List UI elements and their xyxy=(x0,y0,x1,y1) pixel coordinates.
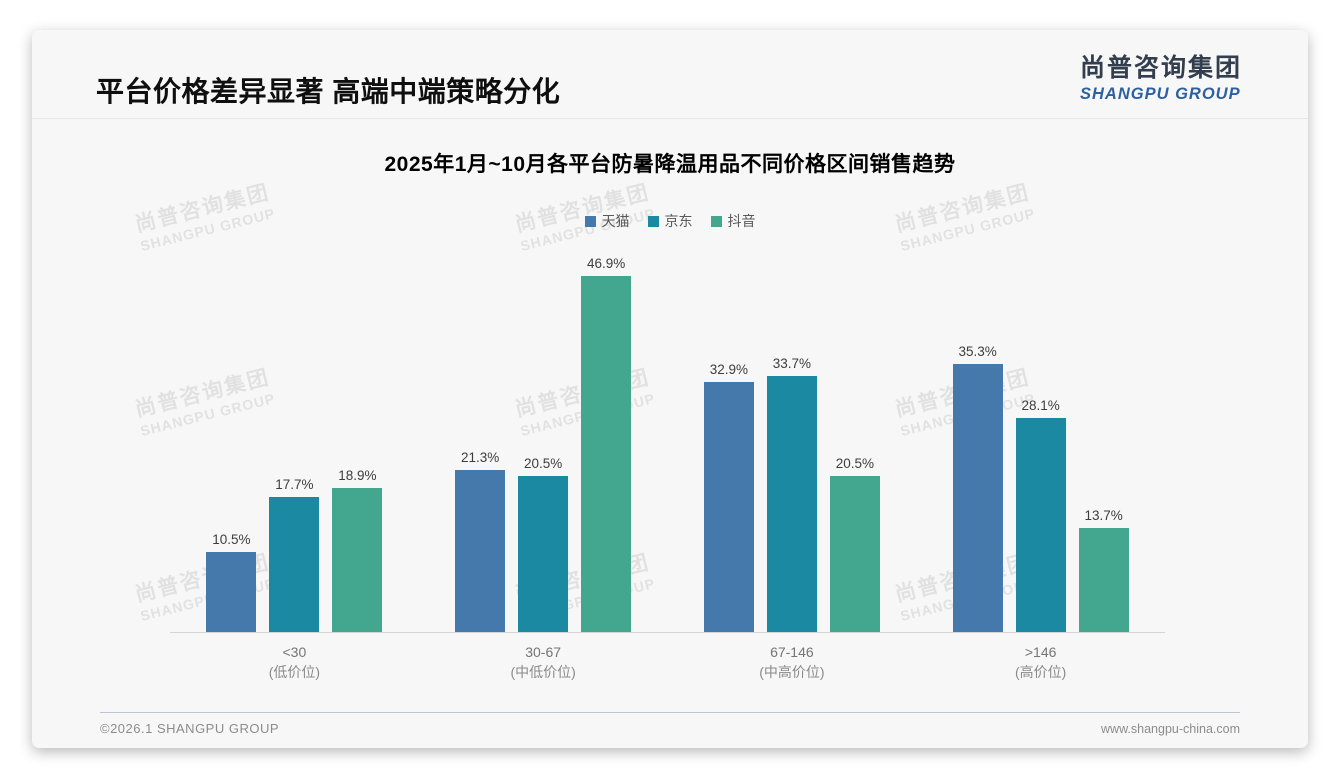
copyright-text: ©2026.1 SHANGPU GROUP xyxy=(100,721,280,736)
website-url: www.shangpu-china.com xyxy=(1101,721,1240,736)
bar-column: 18.9% xyxy=(332,468,383,632)
title-divider xyxy=(32,118,1308,119)
bar-group: 32.9% 33.7% 20.5% 67-146 (中高价位) xyxy=(703,356,880,680)
bar-column: 17.7% xyxy=(269,477,320,632)
bar-column: 21.3% xyxy=(455,450,506,632)
category-tier-label: (低价位) xyxy=(268,664,321,681)
category-tier-label: (中高价位) xyxy=(759,664,825,681)
bar-value-label: 32.9% xyxy=(709,362,749,377)
bar-column: 46.9% xyxy=(581,256,632,632)
bar-value-label: 20.5% xyxy=(523,456,563,471)
bar-value-label: 18.9% xyxy=(338,468,377,483)
bar xyxy=(829,476,880,632)
bar xyxy=(1078,528,1129,632)
legend-label: 京东 xyxy=(664,213,693,229)
slide-card: 尚普咨询集团 SHANGPU GROUP 尚普咨询集团 SHANGPU GROUP 尚普… xyxy=(32,30,1308,748)
legend-item: 抖音 xyxy=(710,211,756,231)
bar-column: 13.7% xyxy=(1078,508,1129,632)
bar xyxy=(332,488,383,632)
bar-value-label: 28.1% xyxy=(1021,398,1060,413)
category-range-label: <30 xyxy=(282,644,307,660)
bar xyxy=(206,552,257,632)
bar-value-label: 33.7% xyxy=(772,356,812,371)
category-label: 30-67 (中低价位) xyxy=(510,642,575,683)
bar xyxy=(703,382,754,632)
slide-header: 平台价格差异显著 高端中端策略分化 尚普咨询集团 SHANGPU GROUP xyxy=(32,30,1308,118)
bar xyxy=(1015,418,1066,632)
chart-legend: 天猫 京东 抖音 xyxy=(32,211,1308,231)
legend-swatch xyxy=(647,215,659,227)
logo-chinese-text: 尚普咨询集团 xyxy=(1079,54,1242,82)
bar xyxy=(952,364,1003,632)
bar xyxy=(455,470,506,632)
legend-label: 天猫 xyxy=(601,213,630,229)
bar xyxy=(766,376,817,632)
bar-value-label: 46.9% xyxy=(586,256,626,271)
legend-item: 京东 xyxy=(647,211,693,231)
bar-column: 32.9% xyxy=(703,362,754,632)
bar-column: 20.5% xyxy=(518,456,569,632)
legend-label: 抖音 xyxy=(727,213,756,229)
footer-divider xyxy=(100,712,1240,713)
bar xyxy=(518,476,569,632)
category-tier-label: (高价位) xyxy=(1014,664,1067,681)
category-label: <30 (低价位) xyxy=(269,642,320,683)
category-label: >146 (高价位) xyxy=(1015,642,1066,683)
bar-column: 35.3% xyxy=(952,344,1003,632)
bar-group: 35.3% 28.1% 13.7% >146 (高价位) xyxy=(952,344,1129,680)
bar-value-label: 21.3% xyxy=(460,450,500,465)
bar-column: 10.5% xyxy=(206,532,257,632)
bar-column: 20.5% xyxy=(829,456,880,632)
bar-value-label: 10.5% xyxy=(212,532,251,547)
category-label: 67-146 (中高价位) xyxy=(759,642,824,683)
category-range-label: 30-67 xyxy=(525,644,562,660)
logo-english-text: SHANGPU GROUP xyxy=(1079,85,1241,103)
bar xyxy=(269,497,320,632)
category-range-label: >146 xyxy=(1024,644,1057,660)
bar-group: 21.3% 20.5% 46.9% 30-67 (中低价位) xyxy=(455,256,632,680)
category-tier-label: (中低价位) xyxy=(510,664,576,681)
legend-item: 天猫 xyxy=(584,211,630,231)
bar-column: 33.7% xyxy=(766,356,817,632)
bar-value-label: 20.5% xyxy=(835,456,875,471)
bar-value-label: 13.7% xyxy=(1084,508,1123,523)
bar-value-label: 35.3% xyxy=(958,344,997,359)
slide-footer: ©2026.1 SHANGPU GROUP www.shangpu-china.… xyxy=(100,721,1240,736)
category-range-label: 67-146 xyxy=(770,644,814,660)
bar-column: 28.1% xyxy=(1015,398,1066,632)
company-logo: 尚普咨询集团 SHANGPU GROUP xyxy=(1080,48,1242,104)
bar-value-label: 17.7% xyxy=(275,477,314,492)
legend-swatch xyxy=(584,215,596,227)
bar-chart: 10.5% 17.7% 18.9% <30 (低价位) 21.3% 20.5% 46.9% 30… xyxy=(170,252,1165,680)
legend-swatch xyxy=(710,215,722,227)
slide-title: 平台价格差异显著 高端中端策略分化 xyxy=(96,76,561,107)
chart-title: 2025年1月~10月各平台防暑降温用品不同价格区间销售趋势 xyxy=(384,153,956,176)
bar xyxy=(581,276,632,632)
bar-group: 10.5% 17.7% 18.9% <30 (低价位) xyxy=(206,468,383,680)
